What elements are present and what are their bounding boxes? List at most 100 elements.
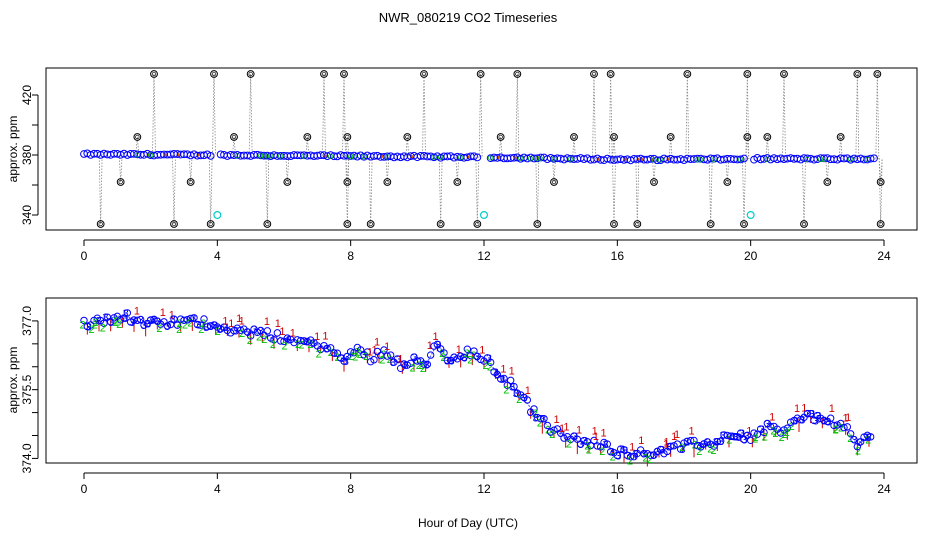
bottom-series-label: 1 [563, 422, 569, 434]
top-spike-point [876, 178, 885, 186]
bottom-series-label: 2 [599, 446, 605, 458]
bottom-series-label: 3 [718, 436, 724, 448]
top-spike-point [366, 220, 375, 228]
top-spike-point [873, 70, 882, 78]
bottom-series-label: 1 [374, 336, 380, 348]
bottom-series-label: 2 [726, 434, 732, 446]
bottom-x-tick-label: 4 [214, 482, 221, 496]
top-spike-point-inner [685, 71, 690, 77]
top-x-axis: 0 4 8 12 16 20 24 [81, 239, 891, 263]
bottom-series-label: 3 [548, 427, 554, 439]
spike-connector [286, 155, 290, 183]
bottom-series-label: 3 [532, 413, 538, 425]
bottom-series-label: 1 [222, 315, 228, 327]
bottom-data-point [646, 451, 655, 459]
bottom-series-label: 3 [474, 351, 480, 363]
bottom-plot-frame [45, 297, 918, 464]
top-spike-point [436, 220, 445, 228]
bottom-data-point [100, 319, 108, 327]
bottom-data-point [443, 356, 452, 364]
top-spike-point [186, 178, 195, 186]
top-spike-point-inner [151, 71, 157, 77]
bottom-series-label: 1 [456, 344, 462, 356]
bottom-data-point [350, 348, 358, 357]
bottom-data-point [200, 315, 208, 323]
bottom-series-label: 2 [256, 331, 262, 343]
top-spike-point [230, 133, 238, 141]
bottom-series-label: 1 [559, 423, 565, 435]
bottom-data-point [543, 421, 552, 430]
bottom-series-label: 2 [176, 324, 182, 336]
bottom-data-point [486, 358, 495, 367]
bottom-series-label: 2 [416, 360, 422, 372]
bottom-series-label: 2 [201, 318, 207, 330]
bottom-data-point [556, 429, 565, 437]
spike-connector [803, 158, 806, 225]
bottom-series-label: 3 [462, 352, 468, 364]
bottom-series-label: 2 [92, 319, 98, 331]
bottom-data-point [420, 360, 428, 368]
bottom-series-label: 2 [116, 319, 122, 331]
bottom-data-point [196, 321, 205, 329]
spike-connector [880, 157, 883, 183]
top-data-point-green [234, 153, 240, 159]
spike-connector [855, 73, 858, 160]
top-spike-point [283, 178, 292, 186]
bottom-series-label: 2 [316, 348, 322, 360]
bottom-data-point [623, 451, 632, 460]
spike-connector [385, 156, 388, 183]
bottom-series-label: 3 [666, 441, 672, 453]
bottom-series-label: 2 [833, 424, 839, 436]
bottom-series-label: 1 [629, 442, 635, 454]
bottom-data-point [440, 349, 448, 357]
bottom-series-label: 1 [794, 403, 800, 415]
spike-connector [710, 159, 713, 225]
top-spike-point-inner [345, 179, 350, 185]
bottom-series-label: 3 [744, 430, 750, 442]
top-spike-point [150, 70, 158, 78]
top-spike-point-inner [421, 71, 427, 77]
top-spike-point-inner [385, 179, 390, 185]
bottom-series-label: 3 [741, 434, 747, 446]
bottom-data-point [833, 421, 842, 429]
bottom-series-label: 2 [420, 363, 426, 375]
bottom-series-label: 2 [549, 429, 555, 441]
bottom-series-label: 3 [799, 415, 805, 427]
bottom-series-label: 2 [762, 431, 768, 443]
bottom-series-label: 3 [825, 416, 831, 428]
top-spike-point [246, 70, 255, 78]
top-spike-point [763, 133, 772, 141]
spike-connector [98, 154, 102, 225]
bottom-series-label: 2 [586, 444, 592, 456]
bottom-series-label: 3 [792, 416, 798, 428]
bottom-series-label: 2 [692, 439, 698, 451]
bottom-series-label: 2 [610, 452, 616, 464]
top-spike-point-inner [745, 71, 750, 77]
spike-connector [386, 156, 390, 183]
bottom-data-point [620, 446, 628, 454]
spike-connector [440, 156, 443, 225]
x-axis-label: Hour of Day (UTC) [418, 516, 518, 530]
bottom-data-point [550, 426, 558, 434]
spike-connector [875, 73, 878, 160]
bottom-series-label: 1 [433, 331, 439, 343]
bottom-series-label: 3 [457, 351, 463, 363]
top-spike-point-inner [668, 134, 673, 140]
top-spike-point-inner [341, 71, 347, 77]
spike-connector [746, 73, 750, 160]
top-spike-point [496, 133, 505, 141]
top-spike-point [343, 133, 352, 141]
bottom-data-point [363, 348, 372, 356]
bottom-data-point [523, 396, 532, 404]
spike-connector [856, 73, 860, 160]
top-spike-point-inner [781, 71, 787, 77]
bottom-series-label: 3 [195, 319, 201, 331]
bottom-series-label: 3 [170, 314, 176, 326]
bottom-data-point [506, 376, 515, 385]
bottom-data-point [826, 414, 835, 422]
top-cyan-point [746, 211, 755, 220]
spike-connector [213, 73, 216, 155]
bottom-series-label: 2 [752, 433, 758, 445]
bottom-data-point [536, 414, 545, 423]
